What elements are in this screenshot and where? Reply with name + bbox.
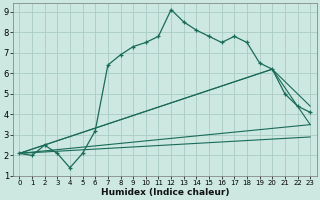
X-axis label: Humidex (Indice chaleur): Humidex (Indice chaleur): [100, 188, 229, 197]
